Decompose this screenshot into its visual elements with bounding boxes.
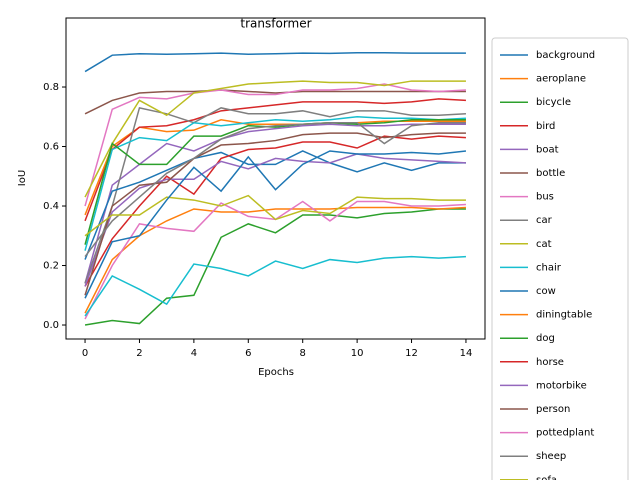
x-tick-label: 0 (82, 348, 88, 359)
series-line (84, 206, 466, 314)
plot-frame (65, 17, 486, 340)
series-line (84, 83, 466, 207)
legend-label: bottle (536, 168, 565, 179)
series-line (84, 116, 466, 251)
x-tick-label: 8 (300, 348, 306, 359)
series-line (84, 150, 466, 260)
legend-label: diningtable (536, 310, 592, 321)
series-line (84, 118, 466, 216)
legend-label: aeroplane (536, 74, 586, 85)
series-line (84, 208, 466, 326)
legend-label: chair (536, 262, 562, 273)
legend-label: cow (536, 286, 556, 297)
series-line (84, 118, 466, 245)
legend-label: bus (536, 192, 554, 203)
x-tick-label: 6 (245, 348, 251, 359)
legend-label: bird (536, 121, 555, 132)
series-line (84, 98, 466, 222)
series-line (84, 153, 466, 287)
y-tick-label: 0.2 (43, 261, 59, 272)
series-line (84, 52, 466, 73)
legend-label: bicycle (536, 97, 571, 108)
legend-label: motorbike (536, 380, 587, 391)
legend-label: person (536, 404, 570, 415)
legend-label: sheep (536, 451, 566, 462)
y-tick-label: 0.4 (43, 201, 59, 212)
chart-title: transformer (240, 17, 311, 31)
x-tick-label: 2 (136, 348, 142, 359)
series-line (84, 121, 466, 258)
x-tick-label: 12 (405, 348, 418, 359)
series-line (84, 194, 466, 237)
legend-label: cat (536, 239, 552, 250)
series-line (84, 132, 466, 296)
x-tick-label: 10 (351, 348, 364, 359)
y-tick-label: 0.0 (43, 320, 59, 331)
series-line (84, 255, 466, 317)
series-line (84, 135, 466, 287)
series-line (84, 123, 466, 284)
y-tick-label: 0.8 (43, 82, 59, 93)
legend-label: car (536, 215, 553, 226)
legend-label: sofa (536, 475, 557, 480)
series-line (84, 106, 466, 284)
legend-label: background (536, 50, 595, 61)
legend-label: pottedplant (536, 428, 594, 439)
x-axis-label: Epochs (258, 367, 294, 378)
x-tick-label: 14 (460, 348, 473, 359)
x-tick-label: 4 (191, 348, 197, 359)
series-line (84, 80, 466, 198)
legend-label: dog (536, 333, 555, 344)
legend-label: horse (536, 357, 564, 368)
series-line (84, 150, 467, 299)
y-tick-label: 0.6 (43, 142, 59, 153)
legend-label: boat (536, 144, 559, 155)
series-line (84, 89, 466, 115)
y-axis-label: IoU (17, 170, 28, 186)
legend-box (491, 37, 629, 480)
